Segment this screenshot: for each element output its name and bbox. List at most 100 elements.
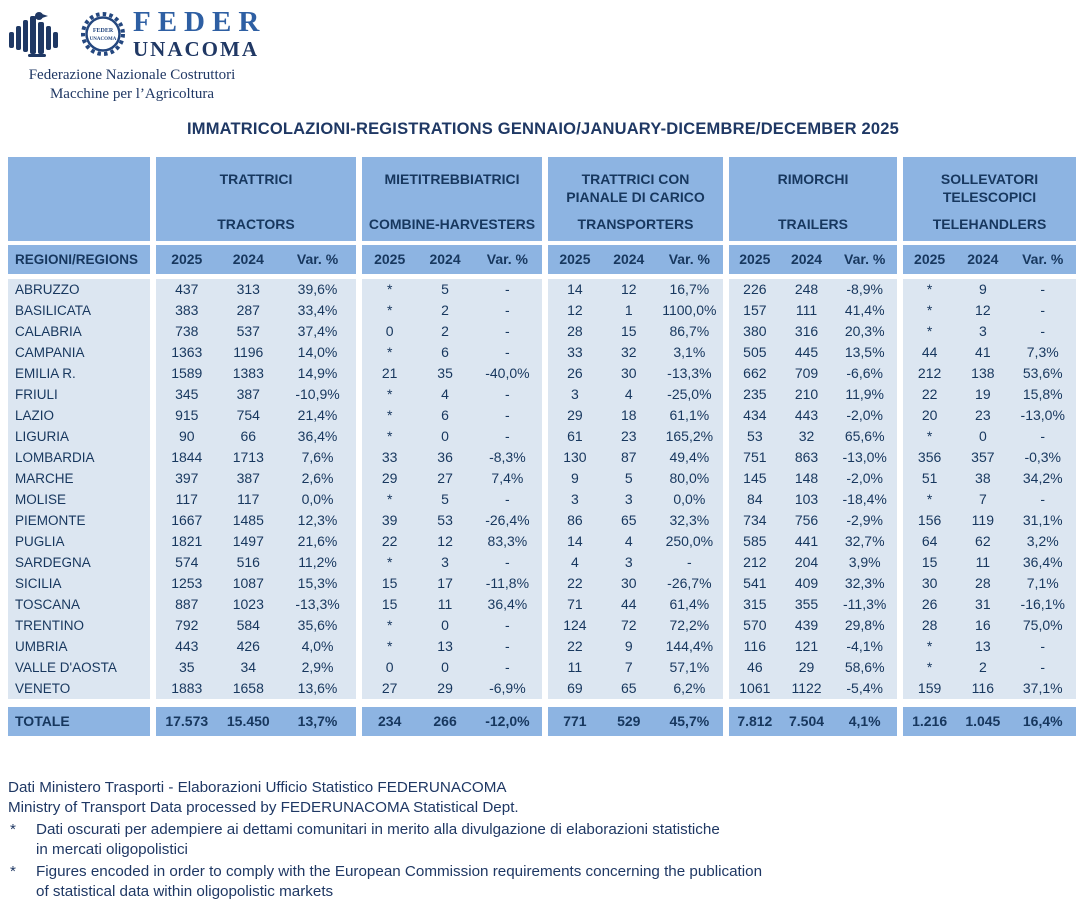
value-cell: 21,6% [297,532,338,549]
table-row: TRENTINO 792 584 35,6% * 0 - 124 72 72,2% 570 439 29… [8,614,1076,636]
value-group-cell: 156 119 31,1% [903,509,1076,531]
total-value-cell: 529 [617,712,641,729]
value-cell: 15 [381,595,398,612]
value-cell: * [386,553,393,570]
value-cell: 37,1% [1022,679,1063,696]
column-header-label: 2024 [232,251,264,267]
value-group-cell: 434 443 -2,0% [729,404,897,426]
value-cell: 7,3% [1026,343,1059,360]
value-cell: 383 [175,301,199,318]
region-name-cell: LAZIO [8,404,150,426]
value-cell: 9 [978,280,987,297]
value-group-cell: 26 31 -16,1% [903,593,1076,615]
value-cell: - [505,280,510,297]
value-cell: 5 [441,490,449,507]
value-cell: 0 [441,427,449,444]
value-cell: 3 [624,553,633,570]
value-group-cell: 212 138 53,6% [903,362,1076,384]
region-name-cell: VENETO [8,677,150,699]
value-cell: 316 [794,322,819,339]
value-cell: 15,8% [1022,385,1063,402]
value-cell: 7,4% [491,469,524,486]
value-cell: - [505,343,510,360]
value-cell: 15 [921,553,938,570]
value-cell: 144,4% [665,637,714,654]
value-cell: 29 [381,469,398,486]
value-group-cell: 26 30 -13,3% [548,362,723,384]
group-label-italian: SOLLEVATORI TELESCOPICI [940,170,1039,205]
region-name-cell: SARDEGNA [8,551,150,573]
value-group-cell: 1253 1087 15,3% [156,572,356,594]
year-header-cell-4: 2025 2024 Var. % [729,244,897,274]
region-name-cell: UMBRIA [8,635,150,657]
value-cell: 30 [921,574,938,591]
value-cell: 29 [798,658,815,675]
footnote-it: * Dati oscurati per adempiere ai dettami… [8,820,1078,860]
value-cell: * [926,301,933,318]
value-cell: -2,9% [846,511,883,528]
value-cell: 61 [567,427,583,444]
value-cell: 6 [441,406,449,423]
value-cell: 32,3% [844,574,885,591]
value-group-cell: 28 15 86,7% [548,320,723,342]
column-header-label: 2024 [790,251,823,267]
value-cell: 12 [620,280,637,297]
value-cell: 1253 [171,574,203,591]
value-cell: 3 [978,322,987,339]
table-row: PUGLIA 1821 1497 21,6% 22 12 83,3% 14 4 250,0% 585… [8,530,1076,552]
value-cell: -11,8% [485,574,530,591]
value-cell: 53 [747,427,763,444]
table-body: ABRUZZO 437 313 39,6% * 5-14 12 16,7% 226 248 -8,9… [8,278,1076,699]
value-cell: 80,0% [669,469,710,486]
value-cell: 31 [975,595,991,612]
value-group-cell: * 7 - [903,488,1076,510]
value-cell: 6 [441,343,449,360]
column-header-label: Var. % [296,251,339,267]
column-header-label: 2024 [429,251,461,267]
group-label-english: TRAILERS [778,216,848,233]
value-group-cell: 159 116 37,1% [903,677,1076,699]
value-cell: - [1040,490,1046,507]
value-cell: 1023 [232,595,264,612]
value-group-cell: 3 3 0,0% [548,488,723,510]
value-cell: 7 [978,490,987,507]
table-row: LOMBARDIA 1844 1713 7,6% 33 36 -8,3% 130 87 49,4%… [8,446,1076,468]
value-cell: 116 [971,679,994,696]
value-cell: 313 [236,280,260,297]
value-cell: 27 [437,469,453,486]
value-cell: -2,0% [846,406,883,423]
table-row: MARCHE 397 387 2,6% 29 27 7,4% 9 5 80,0% 145 148 -2,… [8,467,1076,489]
value-cell: 58,6% [844,658,885,675]
total-label-cell: TOTALE [8,706,150,736]
value-cell: 156 [917,511,942,528]
value-cell: 5 [624,469,633,486]
value-cell: 1883 [171,679,203,696]
value-cell: 863 [794,448,819,465]
value-cell: 1087 [232,574,264,591]
value-cell: 72 [620,616,637,633]
value-cell: 0 [441,658,449,675]
value-cell: 1196 [233,343,264,360]
value-cell: 27 [381,679,398,696]
value-group-cell: 0 2 - [362,320,542,342]
value-cell: 36 [437,448,453,465]
value-cell: 39 [381,511,398,528]
value-cell: - [1040,427,1046,444]
total-value-cell: 7.504 [789,712,825,729]
value-group-cell: 12 1 1100,0% [548,299,723,321]
value-cell: 5 [441,280,449,297]
value-cell: 90 [178,427,195,444]
value-cell: 30 [620,364,637,381]
value-cell: -26,7% [667,574,712,591]
value-cell: 287 [236,301,260,318]
total-value-cell: -12,0% [485,712,530,729]
value-cell: 53 [437,511,453,528]
value-cell: 64 [921,532,938,549]
value-cell: 204 [794,553,819,570]
total-value-cell: 1.045 [965,712,1001,729]
value-cell: 345 [175,385,199,402]
value-cell: 159 [917,679,942,696]
value-cell: 103 [794,490,819,507]
value-cell: 35 [178,658,195,675]
value-group-cell: 315 355 -11,3% [729,593,897,615]
